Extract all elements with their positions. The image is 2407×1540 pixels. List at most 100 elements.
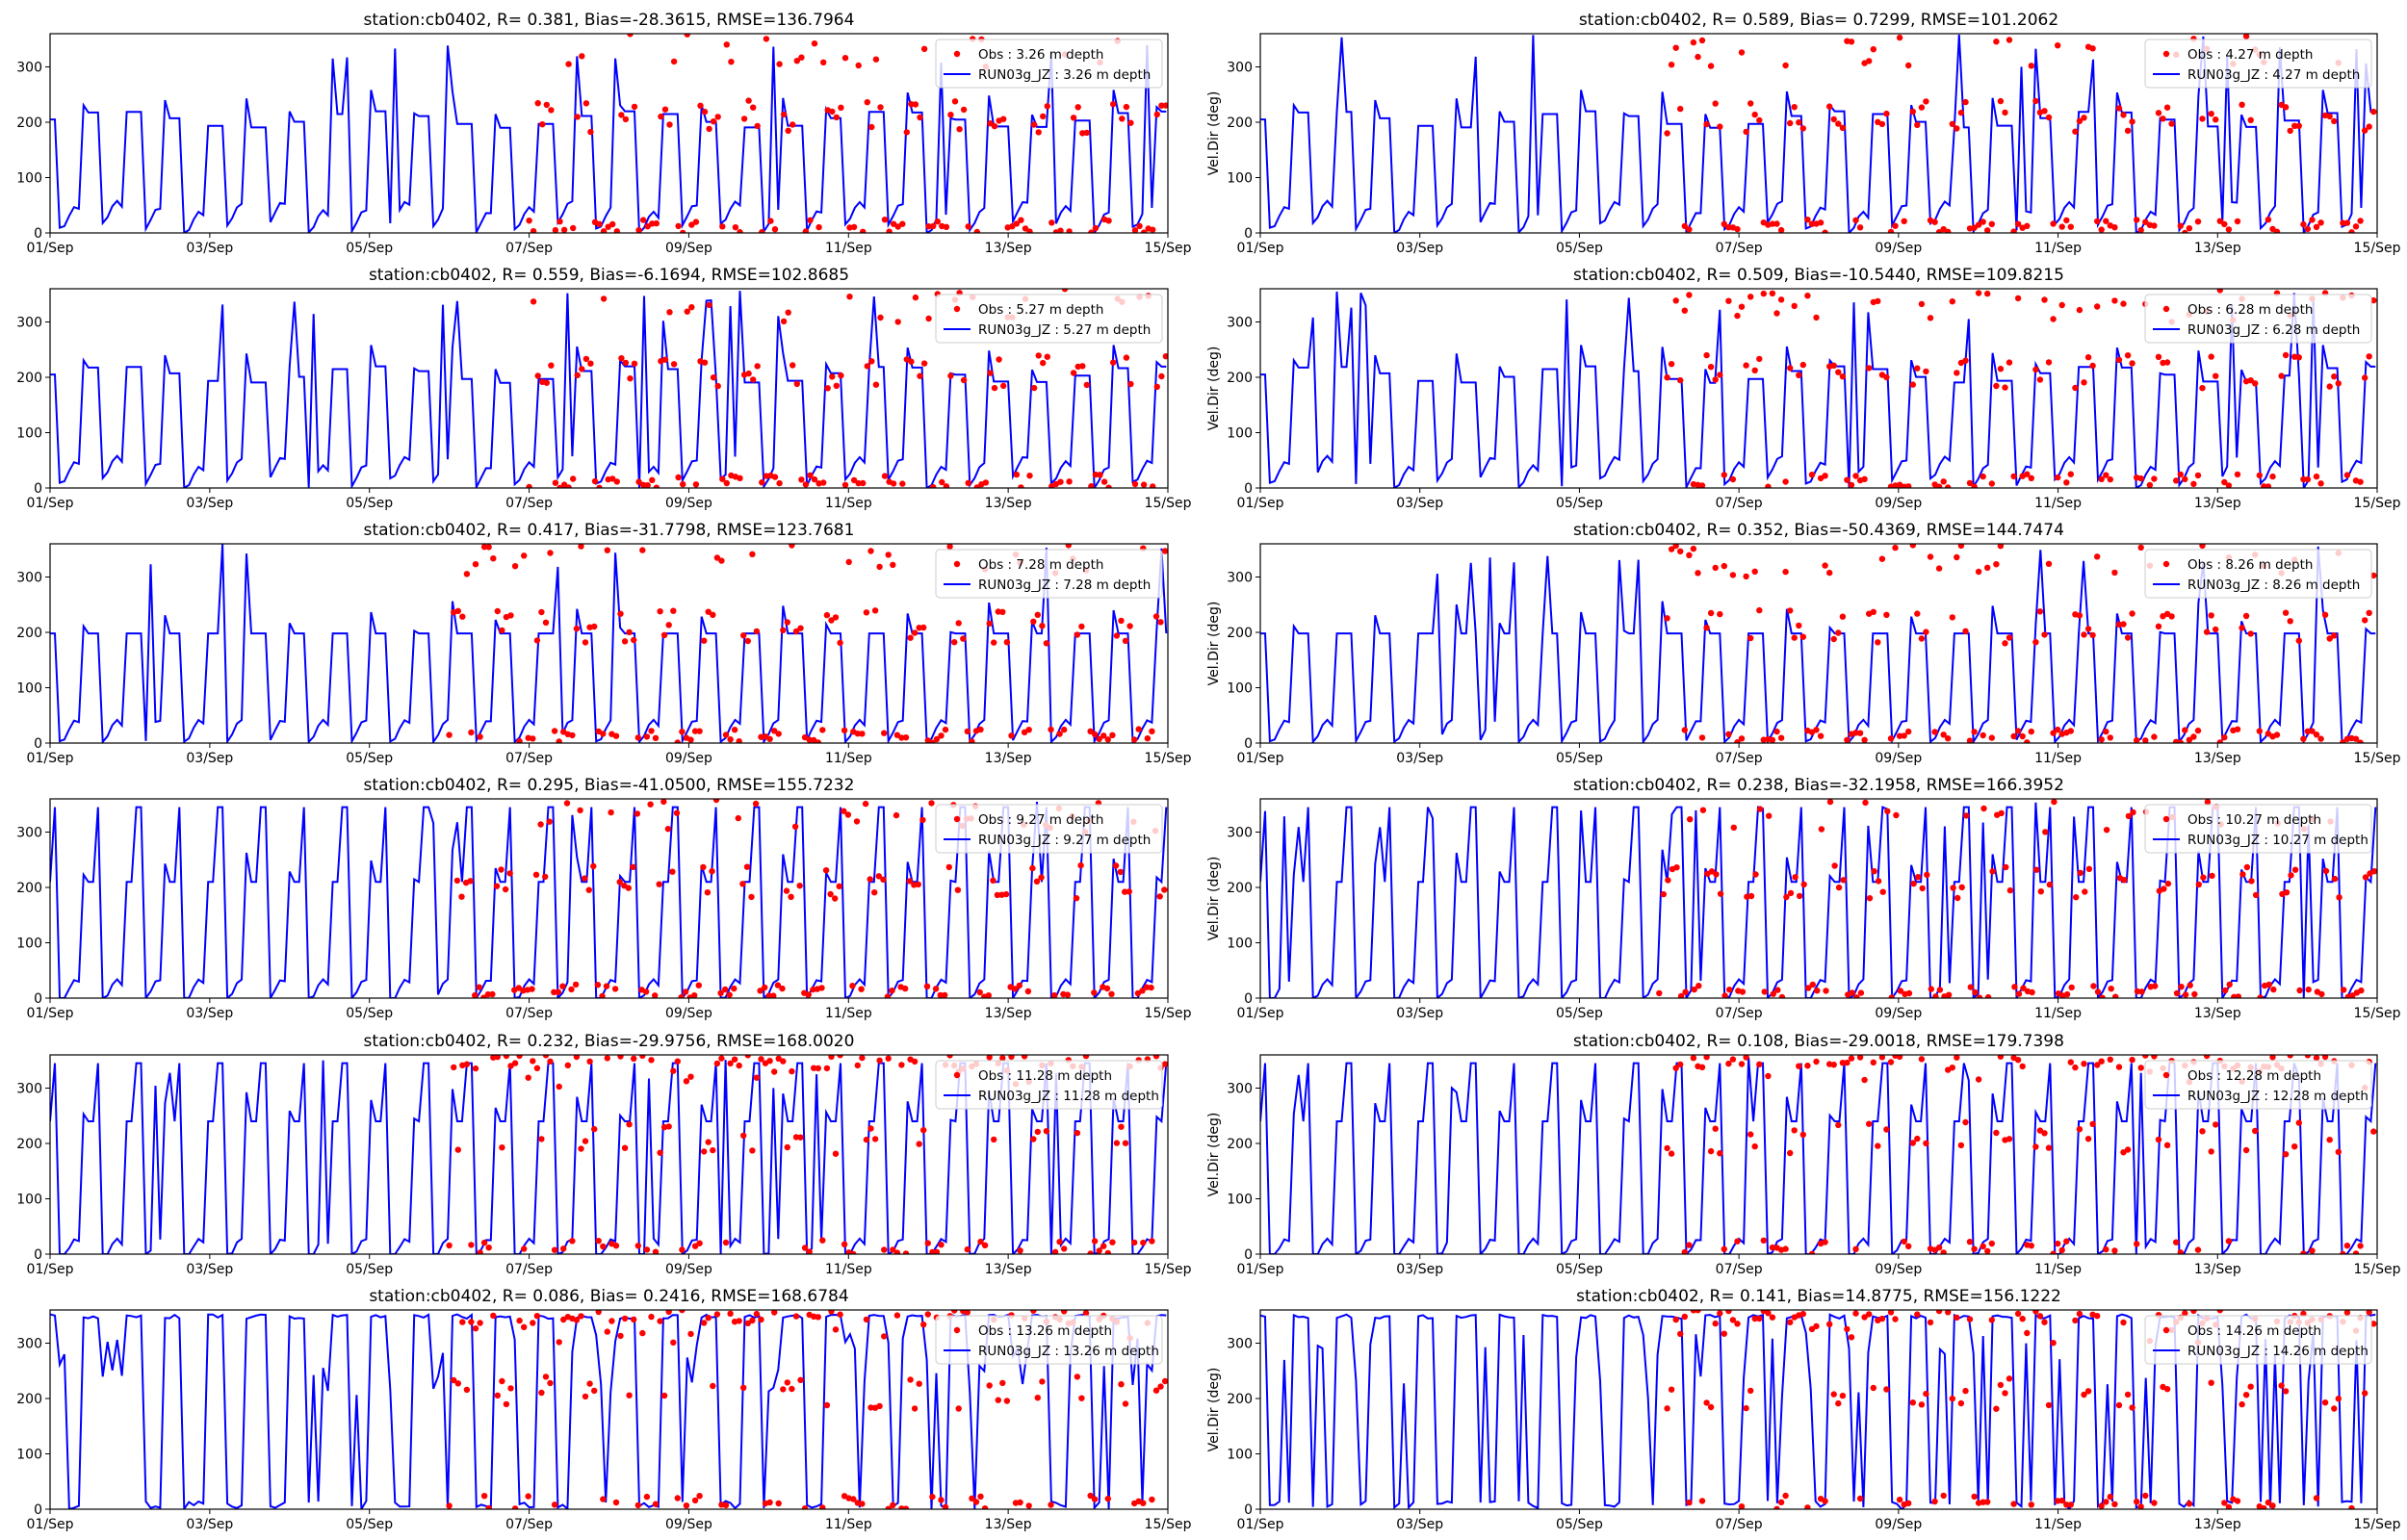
obs-point (2322, 867, 2330, 875)
obs-point (2208, 1379, 2214, 1386)
obs-point (1161, 1061, 1168, 1067)
obs-point (903, 129, 910, 136)
obs-point (1984, 564, 1991, 571)
obs-point (2081, 631, 2087, 638)
obs-point (1035, 352, 1042, 359)
x-tick-label: 09/Sep (1875, 1517, 1922, 1532)
obs-point (996, 356, 1002, 363)
obs-point (701, 359, 709, 366)
obs-point (907, 634, 914, 641)
obs-point (591, 477, 599, 485)
obs-point (2107, 475, 2113, 483)
x-tick-label: 05/Sep (1556, 1262, 1603, 1277)
obs-point (2089, 45, 2096, 52)
obs-point (679, 729, 686, 735)
obs-point (815, 1314, 821, 1321)
obs-point (621, 1315, 629, 1322)
obs-point (453, 877, 461, 885)
obs-point (713, 1060, 721, 1067)
obs-point (657, 1318, 663, 1324)
obs-point (618, 355, 625, 362)
obs-point (472, 991, 479, 998)
obs-point (2317, 480, 2324, 487)
x-tick-label: 05/Sep (1556, 1006, 1603, 1021)
obs-point (2313, 473, 2320, 480)
obs-point (660, 799, 667, 806)
obs-point (1782, 478, 1789, 485)
obs-point (2032, 366, 2039, 373)
obs-point (1822, 1498, 1828, 1504)
obs-point (2115, 105, 2123, 112)
obs-point (2309, 217, 2316, 223)
chart-panel-2: station:cb0402, R= 0.589, Bias= 0.7299, … (1206, 11, 2401, 256)
y-tick-label: 0 (34, 226, 42, 242)
obs-point (2190, 480, 2197, 487)
obs-point (2129, 1404, 2135, 1411)
obs-point (789, 544, 795, 549)
obs-point (1140, 481, 1148, 488)
plot-area (1260, 1055, 2377, 1254)
obs-point (827, 890, 834, 898)
obs-point (2282, 1151, 2290, 1158)
obs-point (815, 1065, 821, 1072)
obs-point (691, 1497, 699, 1504)
obs-point (976, 988, 983, 996)
obs-point (1962, 628, 1969, 634)
obs-point (2134, 988, 2141, 995)
obs-point (1677, 1061, 1684, 1068)
obs-point (850, 1496, 857, 1502)
x-tick-label: 05/Sep (346, 1262, 393, 1277)
obs-point (2317, 735, 2324, 742)
obs-point (529, 986, 535, 992)
obs-point (1980, 1243, 1986, 1250)
obs-point (2006, 1136, 2013, 1142)
obs-point (2111, 1501, 2118, 1508)
obs-point (828, 1055, 835, 1060)
obs-point (1140, 1239, 1147, 1246)
obs-point (723, 41, 730, 48)
obs-point (608, 1318, 615, 1324)
obs-point (1866, 895, 1874, 902)
obs-point (1703, 120, 1710, 128)
obs-point (1144, 735, 1152, 742)
obs-point (643, 733, 651, 740)
obs-point (1949, 1395, 1956, 1402)
obs-point (1123, 103, 1130, 111)
obs-point (2019, 1316, 2026, 1322)
obs-point (582, 1138, 589, 1144)
obs-point (493, 883, 501, 889)
obs-point (1804, 1504, 1811, 1509)
obs-point (2247, 377, 2254, 384)
obs-point (1672, 1316, 1679, 1323)
obs-point (1856, 224, 1864, 231)
obs-point (780, 318, 788, 325)
obs-point (938, 732, 945, 739)
obs-point (923, 983, 931, 989)
y-tick-label: 300 (1227, 61, 1253, 76)
obs-point (704, 889, 712, 896)
obs-point (2203, 1055, 2211, 1060)
obs-point (626, 1392, 633, 1399)
obs-point (1839, 124, 1847, 131)
chart-panel-7: station:cb0402, R= 0.295, Bias=-41.0500,… (16, 776, 1191, 1021)
obs-point (2094, 303, 2101, 310)
obs-point (649, 220, 656, 227)
obs-point (858, 986, 865, 992)
obs-point (2006, 634, 2013, 641)
obs-point (2032, 1310, 2039, 1315)
obs-point (454, 1380, 461, 1387)
obs-point (1935, 1244, 1943, 1251)
obs-point (2041, 1130, 2048, 1137)
obs-point (2186, 736, 2193, 743)
y-axis-label: Vel.Dir (deg) (1206, 346, 1222, 431)
obs-point (783, 887, 790, 894)
obs-point (548, 107, 555, 114)
y-tick-label: 0 (34, 736, 42, 752)
obs-point (1698, 37, 1706, 44)
obs-point (2155, 1136, 2162, 1143)
obs-point (2002, 384, 2008, 391)
obs-point (946, 544, 953, 550)
obs-point (837, 1055, 843, 1059)
obs-point (2036, 608, 2044, 615)
obs-point (1852, 217, 1859, 223)
